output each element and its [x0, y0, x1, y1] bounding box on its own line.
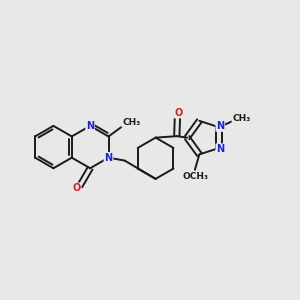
Text: CH₃: CH₃	[122, 118, 140, 127]
Text: N: N	[216, 121, 224, 131]
Text: O: O	[174, 108, 182, 118]
Text: N: N	[104, 153, 112, 163]
Text: N: N	[216, 144, 224, 154]
Text: OCH₃: OCH₃	[182, 172, 208, 181]
Text: CH₃: CH₃	[232, 114, 250, 123]
Text: O: O	[72, 183, 80, 193]
Text: N: N	[86, 121, 94, 131]
